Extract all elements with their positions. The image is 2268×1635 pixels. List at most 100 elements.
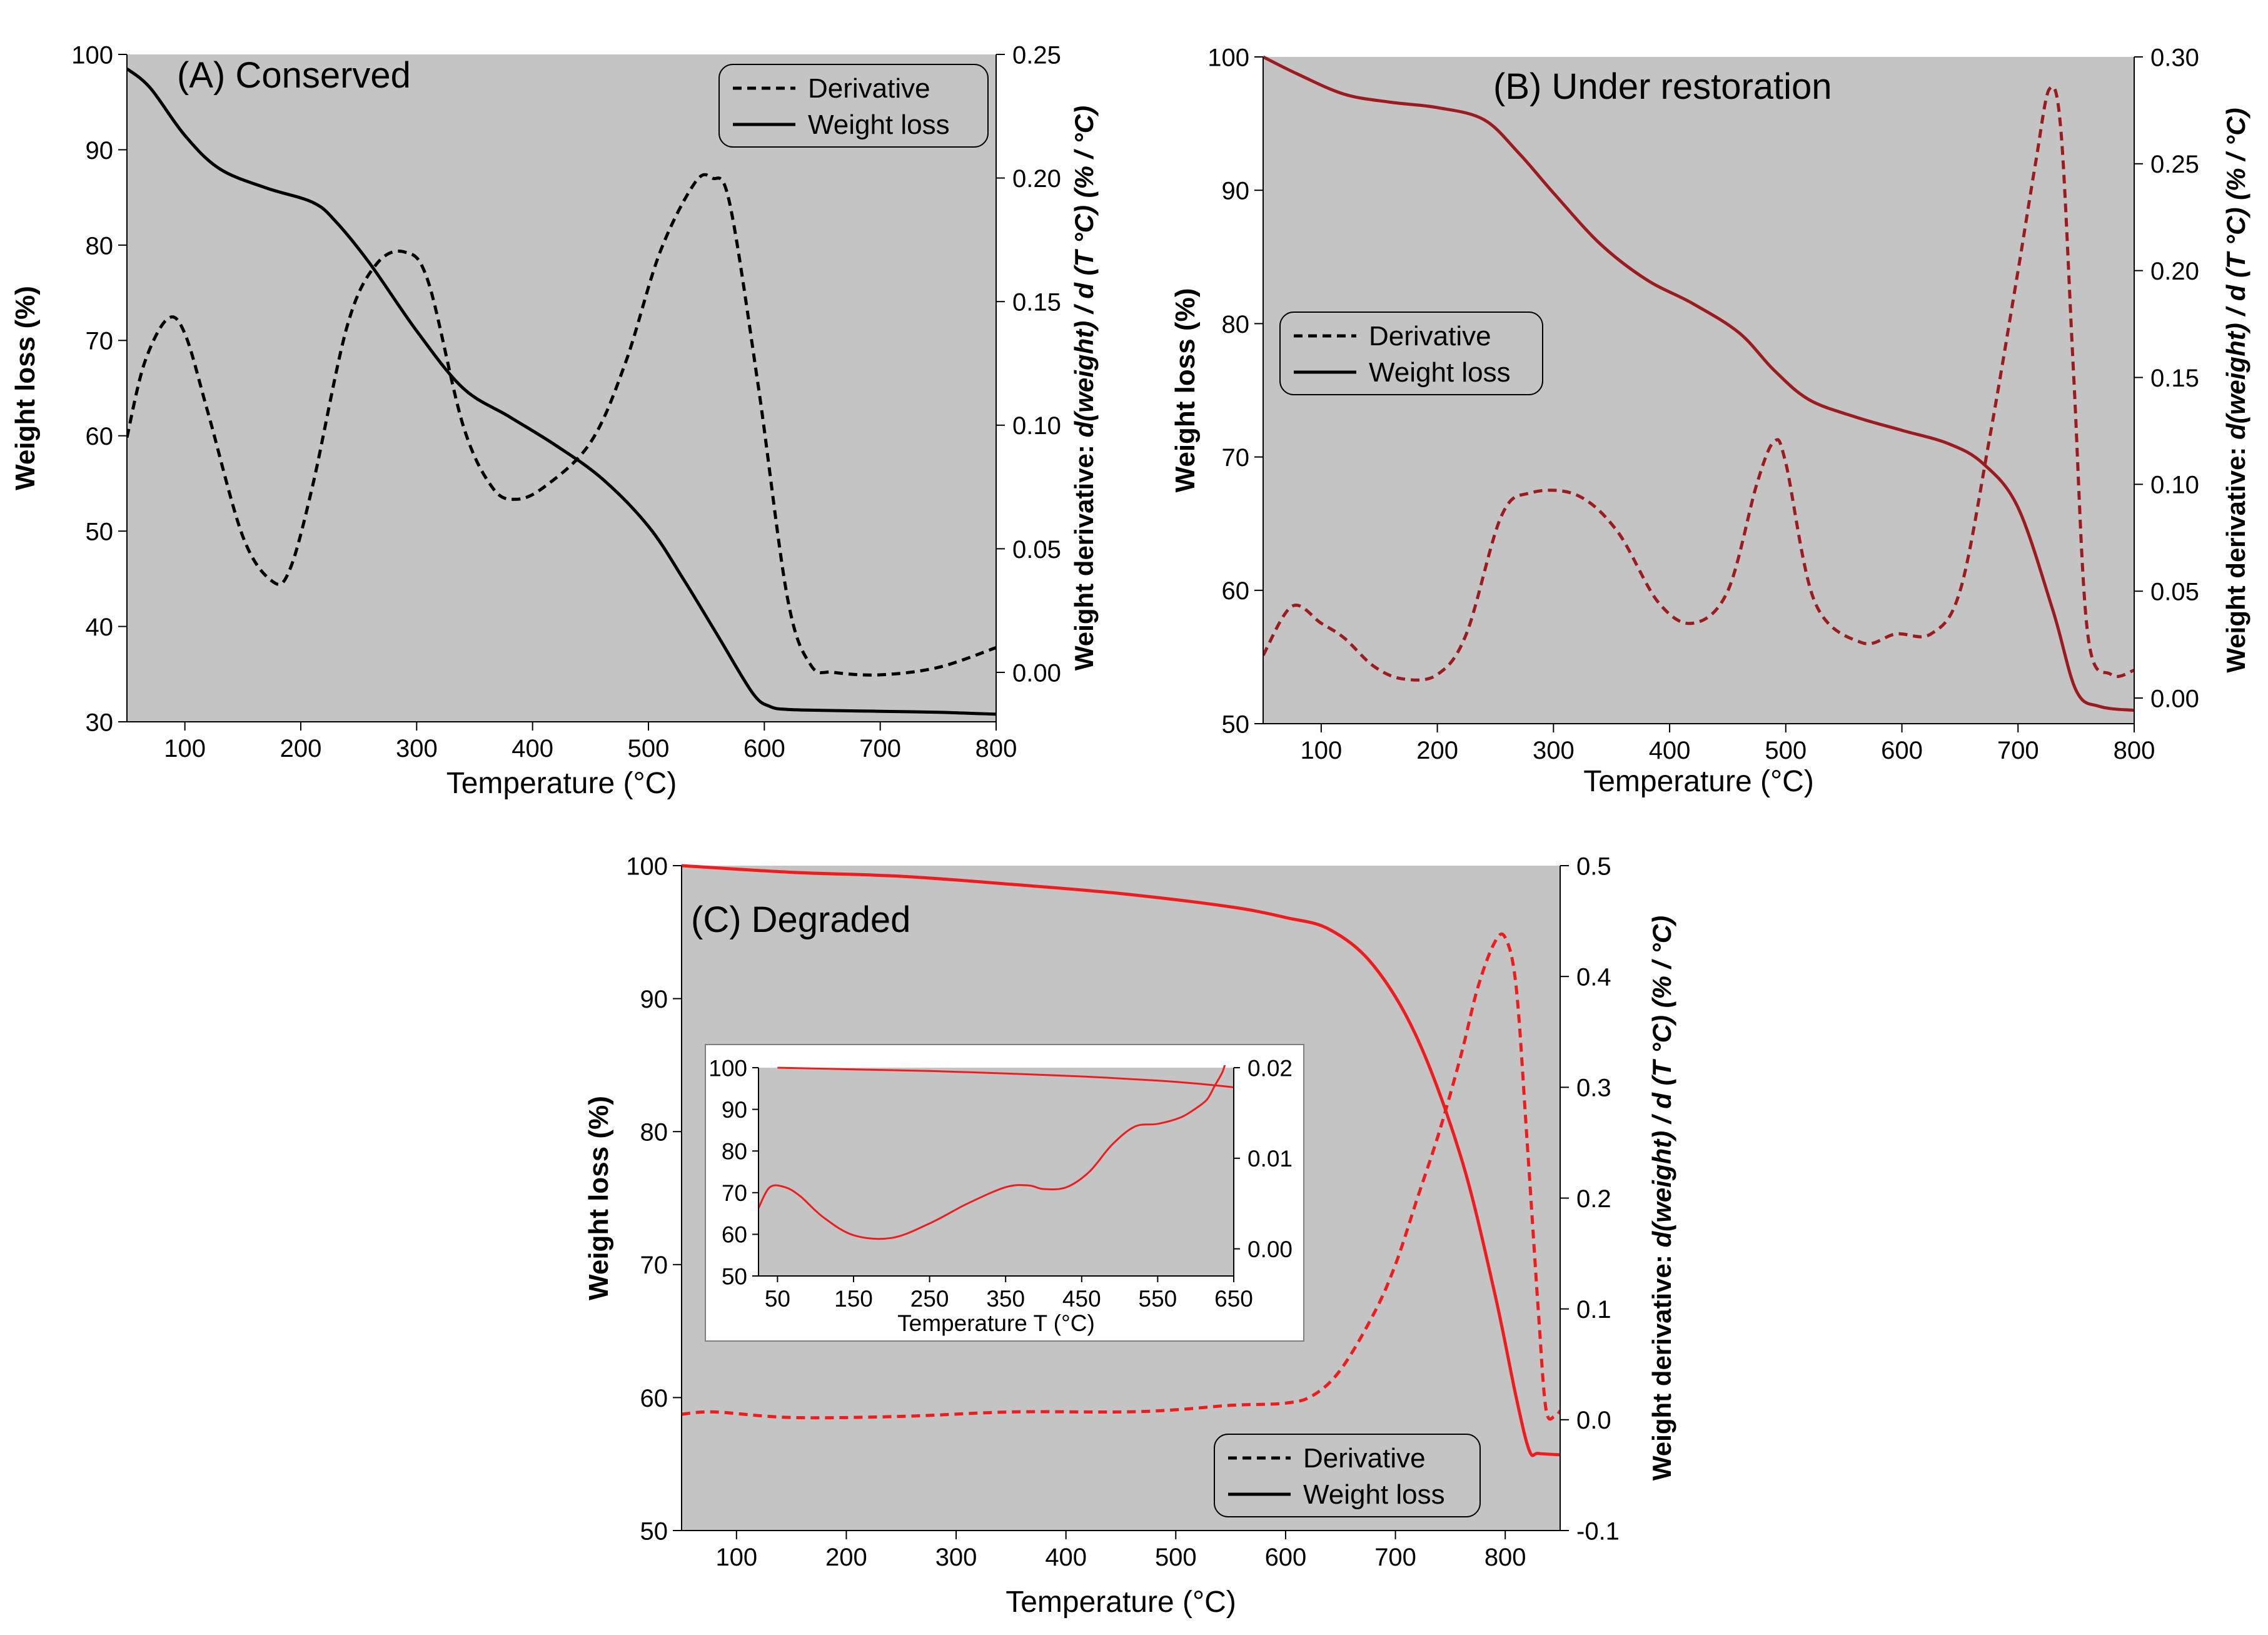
x-tick-label: 150 [834, 1286, 873, 1312]
y2-axis-label-italic: d(weight) / d (T °C) (% / °C) [1069, 106, 1099, 438]
series-line-weight-loss [682, 864, 1560, 1457]
y2-tick-label: 0.0 [1576, 1407, 1611, 1434]
x-tick-label: 100 [715, 1544, 757, 1571]
x-tick-label: 500 [1155, 1544, 1197, 1571]
y2-tick-label: 0.15 [1012, 289, 1061, 316]
y2-tick-label: 0.25 [1012, 41, 1061, 69]
legend: Derivative Weight loss [1214, 1434, 1481, 1517]
series-line-derivative [127, 173, 996, 677]
x-tick-label: 700 [859, 735, 901, 762]
series-line-derivative [1263, 85, 2134, 682]
y-tick-label: 100 [1207, 44, 1249, 71]
plot-area [127, 54, 996, 722]
series-line-derivative [759, 1065, 1226, 1240]
y2-tick-label: 0.00 [1012, 659, 1061, 687]
chart-title: (B) Under restoration [1493, 66, 1832, 107]
chart-b: 100 200 300 400 500 600 700 800 50 60 70 80 90 100 0.0… [1170, 44, 2250, 798]
y-tick-label: 90 [640, 986, 668, 1013]
y-tick-label: 60 [86, 423, 114, 450]
y2-tick-label: 0.02 [1247, 1055, 1293, 1081]
x-tick-label: 800 [1484, 1544, 1526, 1571]
y2-tick-label: 0.10 [1012, 412, 1061, 440]
legend: Derivative Weight loss [1279, 311, 1543, 395]
x-tick-label: 700 [1997, 737, 2039, 764]
y2-tick-label: 0.3 [1576, 1075, 1611, 1102]
y2-axis-label-italic: d(weight) / d (T °C) (% / °C) [2221, 108, 2250, 440]
y-tick-label: 100 [71, 41, 113, 69]
series-line-derivative [682, 932, 1560, 1421]
y2-tick-label: 0.00 [2150, 685, 2199, 712]
x-tick-label: 450 [1062, 1286, 1101, 1312]
y-tick-label: 80 [86, 232, 114, 260]
y2-tick-label: 0.20 [1012, 165, 1061, 193]
x-tick-label: 500 [1765, 737, 1807, 764]
y-tick-label: 60 [1222, 577, 1250, 605]
y2-axis-label-plain: Weight derivative: [1069, 437, 1099, 671]
x-tick-label: 350 [986, 1286, 1025, 1312]
legend-entry: Derivative [1369, 321, 1491, 352]
y-tick-label: 80 [1222, 311, 1250, 338]
y2-tick-label: 0.2 [1576, 1185, 1611, 1213]
x-tick-label: 300 [935, 1544, 977, 1571]
x-tick-label: 200 [280, 735, 322, 762]
y-tick-label: 40 [86, 614, 114, 641]
x-tick-label: 800 [975, 735, 1017, 762]
y-axis-label: Weight loss (%) [10, 286, 41, 490]
x-tick-label: 100 [164, 735, 206, 762]
x-tick-label: 600 [1265, 1544, 1307, 1571]
y-tick-label: 50 [86, 519, 114, 546]
y2-axis-label-plain: Weight derivative: [2221, 440, 2250, 673]
y-axis-label: Weight loss (%) [583, 1096, 614, 1300]
plot-area [759, 1068, 1234, 1276]
y-axis-label: Weight loss (%) [1170, 288, 1201, 493]
y2-axis-label-plain: Weight derivative: [1647, 1247, 1676, 1481]
y-tick-label: 80 [640, 1119, 668, 1147]
y-tick-label: 70 [1222, 444, 1250, 472]
legend: Derivative Weight loss [718, 64, 989, 148]
x-axis-label: Temperature (°C) [1005, 1586, 1236, 1619]
y2-axis-label: Weight derivative: d(weight) / d (T °C) … [1647, 916, 1676, 1481]
y2-tick-label: 0.00 [1247, 1237, 1293, 1262]
y-tick-label: 60 [640, 1385, 668, 1412]
y-tick-label: 70 [722, 1180, 747, 1206]
x-axis-label: Temperature (°C) [1583, 765, 1814, 798]
y2-axis-label: Weight derivative: d(weight) / d (T °C) … [2221, 108, 2250, 672]
x-tick-label: 100 [1300, 737, 1342, 764]
x-axis-label: Temperature T (°C) [897, 1310, 1095, 1336]
y2-tick-label: 0.15 [2150, 365, 2199, 392]
y2-tick-label: 0.05 [2150, 579, 2199, 606]
legend-entry: Weight loss [808, 109, 950, 140]
y2-tick-label: -0.1 [1576, 1517, 1620, 1545]
legend-box [1279, 311, 1543, 395]
y2-tick-label: 0.4 [1576, 964, 1611, 991]
y2-tick-label: 0.10 [2150, 472, 2199, 499]
x-tick-label: 400 [512, 735, 553, 762]
y-tick-label: 60 [722, 1222, 747, 1248]
series-line-weight-loss [127, 67, 996, 716]
y2-tick-label: 0.30 [2150, 44, 2199, 71]
x-axis-label: Temperature (°C) [446, 767, 677, 800]
y-tick-label: 100 [708, 1055, 747, 1081]
legend-entry: Weight loss [1369, 357, 1511, 388]
x-tick-label: 400 [1649, 737, 1691, 764]
x-tick-label: 700 [1374, 1544, 1416, 1571]
y-tick-label: 50 [1222, 711, 1250, 738]
legend-entry: Derivative [1303, 1443, 1426, 1474]
x-tick-label: 600 [743, 735, 785, 762]
x-tick-label: 50 [765, 1286, 790, 1312]
chart-c-inset: 50 150 250 350 450 550 650 50 60 70 80 90 100 0.00 0.0… [705, 1044, 1304, 1342]
chart-title: (A) Conserved [177, 55, 411, 96]
x-tick-label: 600 [1881, 737, 1923, 764]
y2-tick-label: 0.05 [1012, 536, 1061, 564]
x-tick-label: 550 [1139, 1286, 1177, 1312]
y2-axis-label-italic: d(weight) / d (T °C) (% / °C) [1647, 916, 1676, 1248]
y-tick-label: 50 [722, 1263, 747, 1289]
y-tick-label: 50 [640, 1517, 668, 1545]
x-tick-label: 300 [396, 735, 438, 762]
y2-tick-label: 0.01 [1247, 1146, 1293, 1172]
x-tick-label: 200 [825, 1544, 867, 1571]
chart-a: 100 200 300 400 500 600 700 800 30 40 50 60 70 80 90 10… [10, 41, 1099, 800]
x-tick-label: 250 [910, 1286, 949, 1312]
